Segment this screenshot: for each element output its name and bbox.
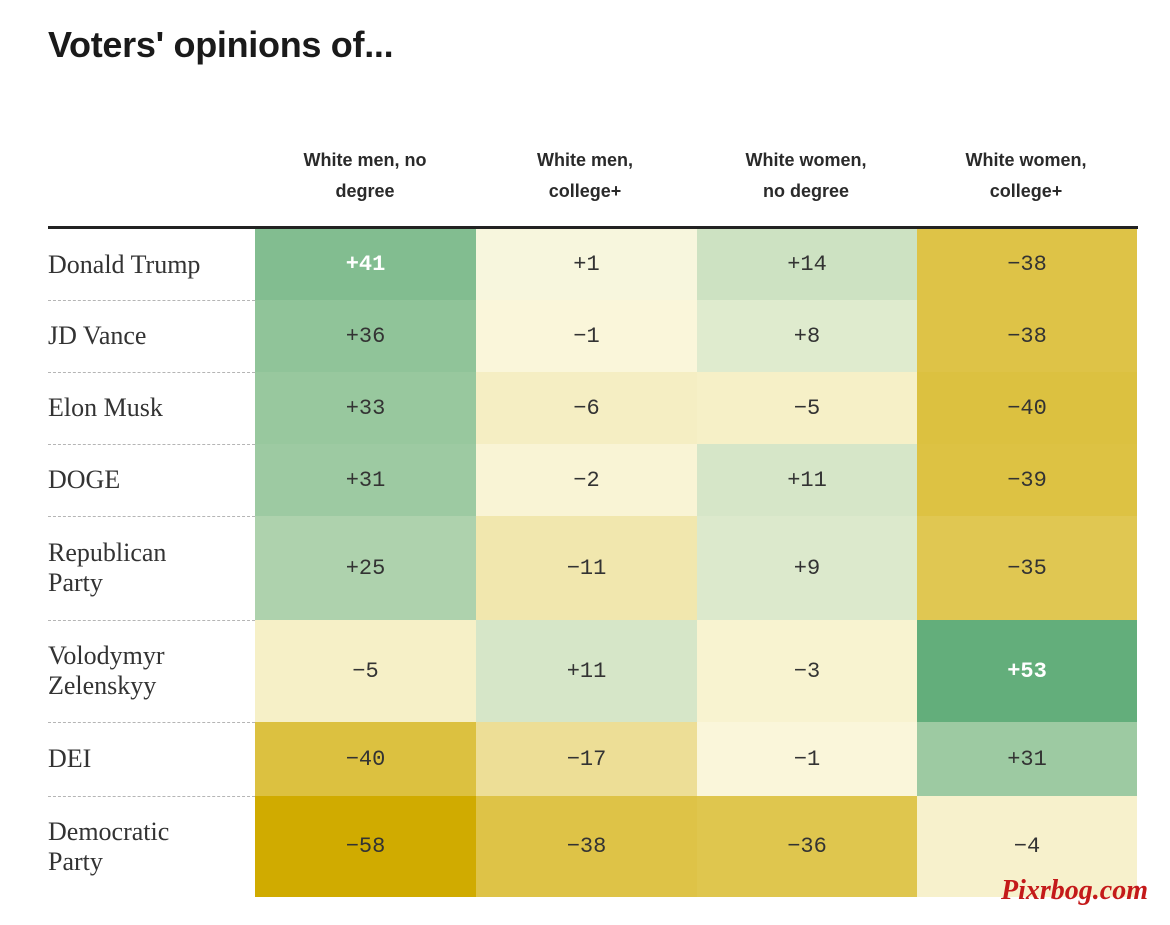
- heatmap-cell: −1: [697, 722, 917, 796]
- column-header-line: White men, no: [303, 150, 427, 170]
- column-header-white-women-no-degree: White women, no degree: [696, 145, 916, 207]
- heatmap-cell: +1: [476, 229, 697, 300]
- column-header-line: White men,: [536, 150, 633, 170]
- row-label-text: DEI: [48, 744, 91, 774]
- row-separator: [48, 300, 255, 301]
- heatmap-cell: −39: [917, 444, 1137, 516]
- column-header-line: college+: [548, 181, 622, 201]
- row-label-line: Elon Musk: [48, 393, 163, 422]
- heatmap-cell: −5: [697, 372, 917, 444]
- heatmap-cell: −11: [476, 516, 697, 620]
- row-label-line: Donald Trump: [48, 249, 201, 279]
- heatmap-cell: +11: [697, 444, 917, 516]
- column-header-line: degree: [335, 181, 395, 201]
- row-label: Donald Trump: [48, 229, 248, 300]
- row-separator: [48, 516, 255, 517]
- column-header-white-men-college: White men, college+: [475, 145, 695, 207]
- heatmap-cell: +14: [697, 229, 917, 300]
- row-separator: [48, 796, 255, 797]
- row-label-line: Zelenskyy: [48, 671, 157, 700]
- row-label: Republican Party: [48, 516, 248, 620]
- heatmap-cell: −5: [255, 620, 476, 722]
- column-headers: White men, no degree White men, college+…: [255, 145, 1136, 215]
- heatmap-cell: −3: [697, 620, 917, 722]
- heatmap-cell: −40: [917, 372, 1137, 444]
- row-label-line: DEI: [48, 744, 92, 773]
- heatmap-cell: −17: [476, 722, 697, 796]
- row-label-line: Republican: [48, 538, 167, 567]
- row-separator: [48, 620, 255, 621]
- heatmap-cell: −38: [476, 796, 697, 897]
- row-label: JD Vance: [48, 300, 248, 372]
- row-label-text: Republican Party: [48, 538, 166, 598]
- heatmap-cell: +25: [255, 516, 476, 620]
- chart-title: Voters' opinions of...: [48, 24, 394, 65]
- row-label-text: JD Vance: [48, 321, 146, 351]
- heatmap-cell: +9: [697, 516, 917, 620]
- column-header-line: White women,: [965, 150, 1087, 170]
- heatmap-cell: −2: [476, 444, 697, 516]
- row-label: Volodymyr Zelenskyy: [48, 620, 248, 722]
- row-label: DOGE: [48, 444, 248, 516]
- header-divider: [48, 226, 1138, 229]
- heatmap-cell: −35: [917, 516, 1137, 620]
- heatmap-cell: −36: [697, 796, 917, 897]
- row-label-line: DOGE: [48, 465, 121, 494]
- row-label-line: Party: [48, 846, 103, 876]
- row-label: DEI: [48, 722, 248, 796]
- row-label-text: Volodymyr Zelenskyy: [48, 641, 165, 701]
- heatmap-cell: −38: [917, 229, 1137, 300]
- row-separator: [48, 722, 255, 723]
- row-label-text: Democratic Party: [48, 817, 169, 877]
- row-label: Elon Musk: [48, 372, 248, 444]
- heatmap-cell: +33: [255, 372, 476, 444]
- column-header-line: no degree: [762, 181, 850, 201]
- heatmap-cell: −1: [476, 300, 697, 372]
- heatmap-cell: +53: [917, 620, 1137, 722]
- row-label: Democratic Party: [48, 796, 248, 897]
- column-header-white-men-no-degree: White men, no degree: [255, 145, 475, 207]
- heatmap-cell: −4: [917, 796, 1137, 897]
- row-label-line: Democratic: [48, 816, 170, 846]
- row-label-line: JD Vance: [48, 321, 147, 350]
- heatmap-cell: −58: [255, 796, 476, 897]
- heatmap-cell: −6: [476, 372, 697, 444]
- row-label-text: Elon Musk: [48, 393, 163, 423]
- row-label-text: Donald Trump: [48, 250, 200, 280]
- heatmap-cell: −40: [255, 722, 476, 796]
- watermark: Pixrbog.com: [1001, 875, 1148, 906]
- column-header-line: White women,: [745, 150, 867, 170]
- heatmap-cell: +11: [476, 620, 697, 722]
- row-label-line: Party: [48, 568, 103, 597]
- heatmap-cell: +36: [255, 300, 476, 372]
- row-label-line: Volodymyr: [48, 641, 165, 670]
- column-header-line: college+: [989, 181, 1063, 201]
- heatmap-cell: −38: [917, 300, 1137, 372]
- row-label-text: DOGE: [48, 465, 120, 495]
- column-header-white-women-college: White women, college+: [916, 145, 1136, 207]
- heatmap-cell: +8: [697, 300, 917, 372]
- row-separator: [48, 444, 255, 445]
- row-separator: [48, 372, 255, 373]
- heatmap-cell: +41: [255, 229, 476, 300]
- heatmap-cell: +31: [917, 722, 1137, 796]
- heatmap-cell: +31: [255, 444, 476, 516]
